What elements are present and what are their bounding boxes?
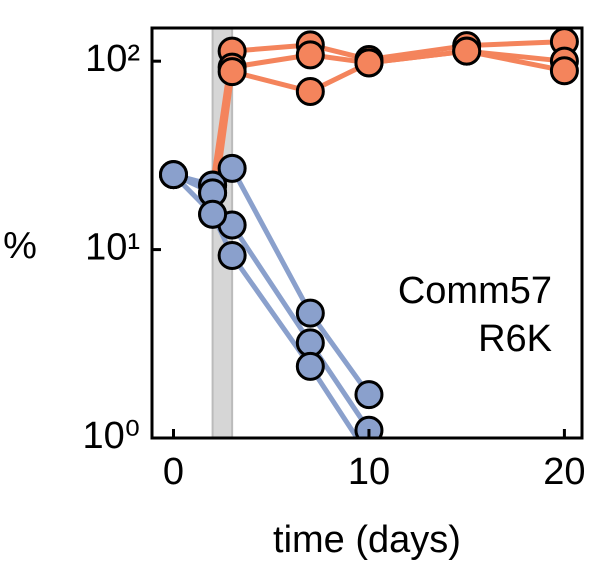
data-point [217,57,247,87]
data-point [295,298,325,328]
data-point [217,153,247,183]
plot-area [159,28,579,438]
y-tick-label: 10⁰ [82,415,140,457]
y-tick-label: 10² [85,38,140,80]
annotation: Comm57 [398,270,552,312]
x-tick-label: 10 [348,451,390,493]
x-tick-label: 20 [543,451,585,493]
data-point [295,351,325,381]
x-tick-label: 0 [163,451,184,493]
y-axis-label: % [3,225,37,267]
data-point [159,160,188,190]
data-point [354,415,384,438]
data-point [452,36,482,66]
data-point [295,77,325,107]
x-axis-label: time (days) [273,519,461,561]
y-tick-label: 10¹ [85,227,140,269]
data-point [354,48,384,78]
data-point [198,199,228,229]
data-point [354,380,384,410]
annotation: R6K [478,318,552,360]
data-point [217,241,247,271]
series-line [210,48,565,215]
axes-frame [150,26,584,440]
series-line [210,48,565,194]
data-point [549,56,579,86]
data-point [295,40,325,70]
